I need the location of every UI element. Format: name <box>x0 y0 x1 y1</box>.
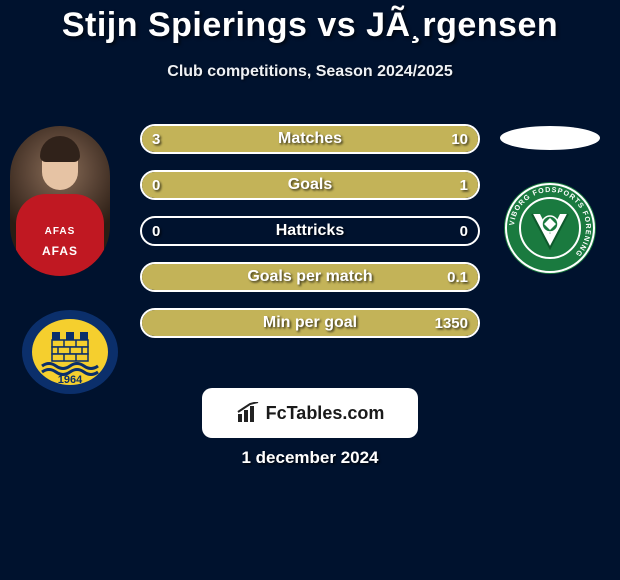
footer-date: 1 december 2024 <box>0 448 620 468</box>
stat-label: Hattricks <box>142 222 478 240</box>
stats-area: 3 Matches 10 0 Goals 1 0 Hattricks 0 Goa… <box>140 124 480 354</box>
page-subtitle: Club competitions, Season 2024/2025 <box>0 63 620 81</box>
crest-brondby-year: 1964 <box>58 374 83 386</box>
stat-fill-right <box>219 126 478 152</box>
page-title: Stijn Spierings vs JÃ¸rgensen <box>0 0 620 45</box>
stat-right-value: 10 <box>451 131 468 148</box>
source-text: FcTables.com <box>266 403 385 424</box>
stat-right-value: 1 <box>460 177 468 194</box>
crest-brondby: 1964 <box>20 308 120 396</box>
stat-right-value: 0.1 <box>447 269 468 286</box>
stat-row-hattricks: 0 Hattricks 0 <box>140 216 480 246</box>
source-badge: FcTables.com <box>202 388 418 438</box>
stat-fill-full <box>142 310 478 336</box>
stat-fill-full <box>142 264 478 290</box>
stat-right-value: 0 <box>460 223 468 240</box>
stat-row-goals-per-match: Goals per match 0.1 <box>140 262 480 292</box>
stat-right-value: 1350 <box>435 315 468 332</box>
chart-icon <box>236 402 262 424</box>
player-left-photo: AFAS AFAS <box>10 126 110 276</box>
stat-left-value: 3 <box>152 131 160 148</box>
stat-row-min-per-goal: Min per goal 1350 <box>140 308 480 338</box>
player-left-hair <box>40 136 80 162</box>
player-right-placeholder <box>500 126 600 150</box>
player-left-sponsor2: AFAS <box>10 244 110 258</box>
stat-fill-right <box>142 172 478 198</box>
stat-row-matches: 3 Matches 10 <box>140 124 480 154</box>
stat-left-value: 0 <box>152 223 160 240</box>
stat-left-value: 0 <box>152 177 160 194</box>
stat-row-goals: 0 Goals 1 <box>140 170 480 200</box>
crest-viborg: VIBORG FODSPORTS FORENING <box>502 180 598 276</box>
player-left-sponsor1: AFAS <box>10 226 110 237</box>
